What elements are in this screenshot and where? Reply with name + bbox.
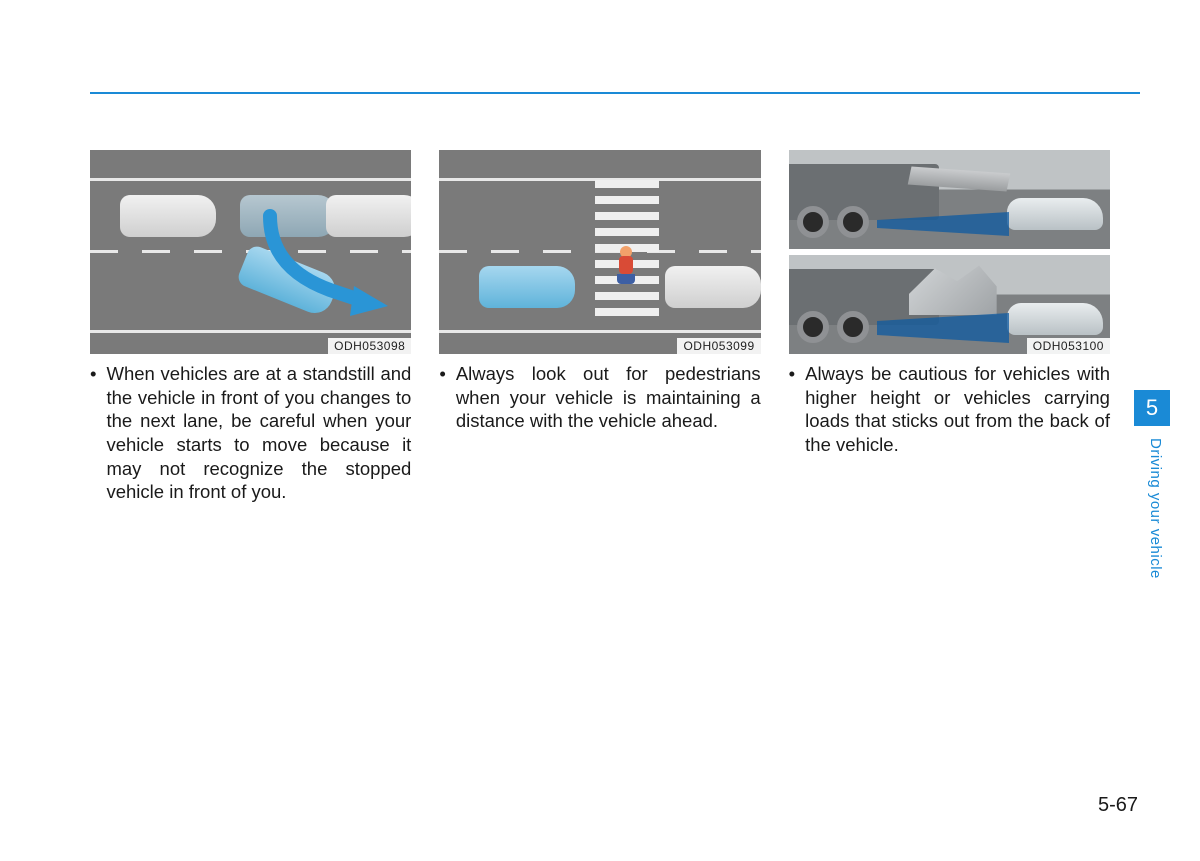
column-1: ODH053098 • When vehicles are at a stand…: [90, 150, 411, 504]
bullet-item: • When vehicles are at a standstill and …: [90, 362, 411, 504]
column-2: ODH053099 • Always look out for pedestri…: [439, 150, 760, 504]
figure-id-label: ODH053098: [328, 338, 411, 354]
bullet-marker: •: [789, 362, 795, 457]
bullet-item: • Always look out for pedestrians when y…: [439, 362, 760, 433]
chapter-tab: 5: [1134, 390, 1170, 426]
content-columns: ODH053098 • When vehicles are at a stand…: [90, 150, 1110, 504]
lane-change-arrow: [262, 208, 392, 318]
figure-id-label: ODH053100: [1027, 338, 1110, 354]
bullet-text: Always be cautious for vehicles with hig…: [805, 362, 1110, 457]
manual-page: ODH053098 • When vehicles are at a stand…: [0, 0, 1200, 861]
bullet-item: • Always be cautious for vehicles with h…: [789, 362, 1110, 457]
figure-lane-change: ODH053098: [90, 150, 411, 354]
header-rule: [90, 92, 1140, 94]
chapter-number: 5: [1146, 395, 1158, 421]
page-number: 5-67: [1098, 794, 1138, 817]
pedestrian-icon: [613, 246, 639, 284]
bullet-text: When vehicles are at a standstill and th…: [106, 362, 411, 504]
column-3: ODH053100 • Always be cautious for vehic…: [789, 150, 1110, 504]
bullet-text: Always look out for pedestrians when you…: [456, 362, 761, 433]
bullet-marker: •: [439, 362, 445, 433]
bullet-marker: •: [90, 362, 96, 504]
figure-id-label: ODH053099: [677, 338, 760, 354]
section-label: Driving your vehicle: [1144, 438, 1164, 579]
figure-high-vehicle: ODH053100: [789, 150, 1110, 354]
figure-pedestrian: ODH053099: [439, 150, 760, 354]
